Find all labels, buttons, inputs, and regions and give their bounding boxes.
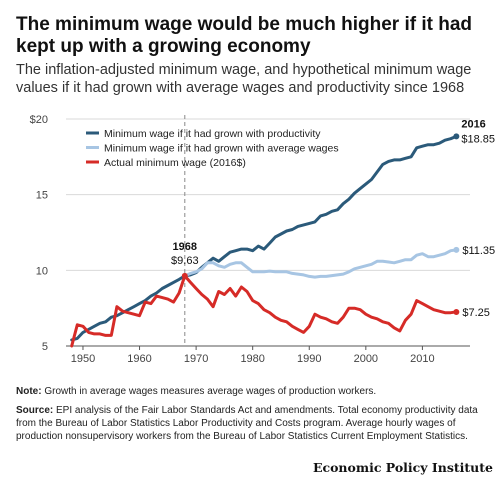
series-end-point-2 bbox=[453, 246, 460, 253]
series-end-point-1 bbox=[453, 133, 460, 140]
annotation-1968-value: $9.63 bbox=[171, 255, 199, 267]
legend-label-3: Actual minimum wage (2016$) bbox=[104, 157, 246, 169]
series-line-1 bbox=[70, 134, 458, 342]
legend-label-1: Minimum wage if it had grown with produc… bbox=[104, 128, 321, 140]
y-tick-label: 10 bbox=[36, 265, 48, 277]
note-text: Growth in average wages measures average… bbox=[44, 386, 377, 397]
chart-title: The minimum wage would be much higher if… bbox=[16, 14, 473, 57]
x-tick-label: 1970 bbox=[184, 353, 208, 365]
y-tick-label: 5 bbox=[42, 341, 48, 353]
y-tick-label: 15 bbox=[36, 190, 48, 202]
legend-label-2: Minimum wage if it had grown with averag… bbox=[104, 143, 339, 155]
x-tick-label: 2000 bbox=[354, 353, 378, 365]
publisher-name: Economic Policy Institute bbox=[312, 460, 493, 475]
annotations: 1968 $9.63 2016 $18.85 $11.35 $7.25 bbox=[171, 118, 495, 319]
x-tick-label: 2010 bbox=[410, 353, 434, 365]
annotation-2016-year: 2016 bbox=[461, 118, 485, 130]
series-lines bbox=[70, 133, 460, 348]
series-line-3 bbox=[70, 274, 458, 348]
x-tick-label: 1980 bbox=[240, 353, 264, 365]
legend: Minimum wage if it had grown with produc… bbox=[86, 128, 339, 169]
note: Note: Growth in average wages measures a… bbox=[16, 385, 494, 398]
chart-subtitle: The inflation-adjusted minimum wage, and… bbox=[16, 62, 472, 96]
x-tick-label: 1950 bbox=[71, 353, 95, 365]
x-tick-label: 1990 bbox=[297, 353, 321, 365]
annotation-actual-value: $7.25 bbox=[462, 307, 490, 319]
point-1968 bbox=[181, 272, 188, 279]
series-end-point-3 bbox=[453, 308, 460, 315]
source-label: Source: bbox=[16, 405, 54, 416]
line-chart: 5 10 15 $20 1950 1960 1970 1980 1990 2000 2010 Min… bbox=[30, 114, 496, 365]
annotation-1968-year: 1968 bbox=[173, 241, 197, 253]
note-label: Note: bbox=[16, 386, 42, 397]
source: Source: EPI analysis of the Fair Labor S… bbox=[16, 404, 494, 443]
source-text: EPI analysis of the Fair Labor Standards… bbox=[16, 405, 478, 442]
series-line-2 bbox=[183, 248, 458, 279]
x-tick-label: 1960 bbox=[127, 353, 151, 365]
annotation-productivity-value: $18.85 bbox=[461, 133, 495, 145]
annotation-average-wages-value: $11.35 bbox=[462, 245, 495, 257]
y-tick-label: $20 bbox=[30, 114, 48, 126]
axes: 5 10 15 $20 1950 1960 1970 1980 1990 2000 2010 bbox=[30, 114, 470, 365]
